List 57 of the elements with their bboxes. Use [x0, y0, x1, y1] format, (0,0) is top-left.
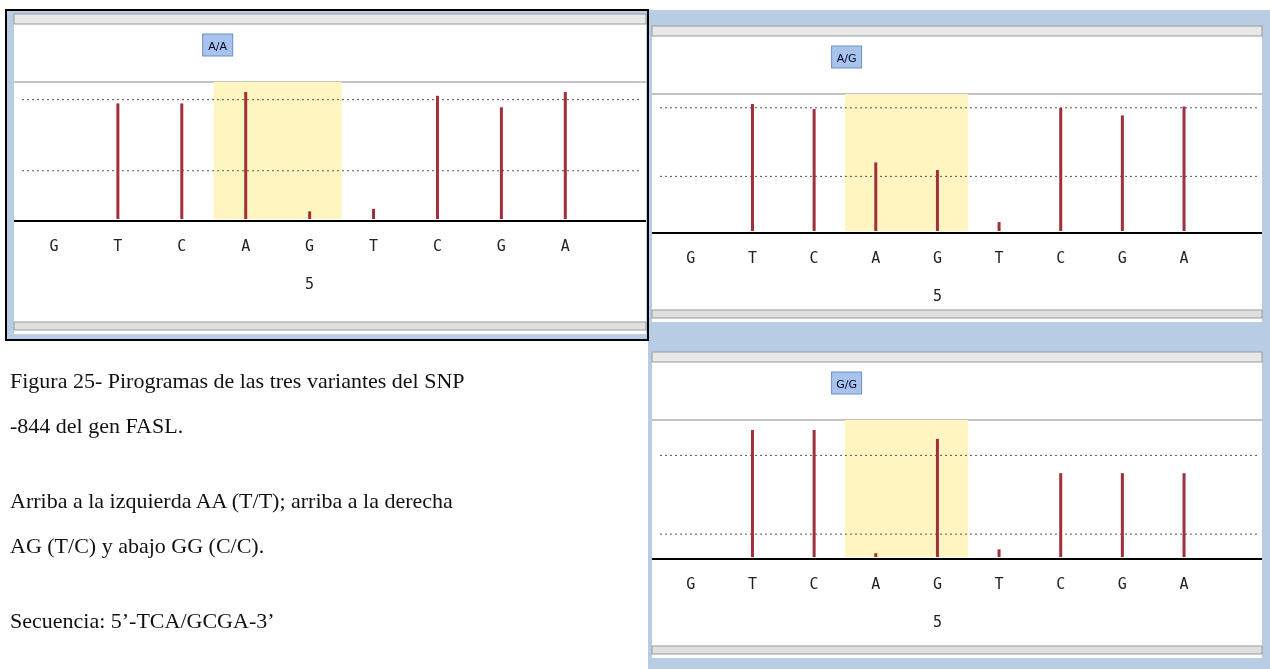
bar: [1059, 107, 1063, 231]
x-tick-label: A: [560, 237, 570, 255]
category-label: G 5: [932, 575, 942, 631]
text: Secuencia: 5’-TCA/GCGA-3’: [10, 608, 275, 633]
text: Figura 25- Pirogramas de las tres variantes del SNP -844 del gen FASL.: [10, 368, 465, 438]
bar: [997, 222, 1001, 231]
x-tick-label: A: [871, 575, 881, 593]
x-tick-label: T: [994, 575, 1004, 593]
bar: [1120, 473, 1124, 557]
bar: [750, 430, 754, 557]
bar: [563, 92, 567, 219]
x-tick-label: T: [747, 575, 757, 593]
category-label: G 5: [305, 237, 315, 293]
x-tick-label: G: [686, 575, 696, 593]
text: A/G: [836, 52, 857, 65]
bar: [116, 103, 120, 219]
text: A/A: [208, 40, 228, 53]
x-tick-label: T: [994, 249, 1004, 267]
bar: [812, 430, 816, 557]
bar: [244, 92, 248, 219]
bar: [812, 109, 816, 231]
bar: [1182, 106, 1186, 231]
text: Arriba a la izquierda AA (T/T); arriba a la derecha AG (T/C) y abajo GG (C/C).: [10, 488, 454, 558]
bar: [935, 170, 939, 231]
x-tick-label: A: [241, 237, 251, 255]
bar: [935, 438, 939, 557]
x-tick-label: G: [1117, 249, 1127, 267]
bar: [997, 549, 1001, 557]
x-tick-label: G: [1117, 575, 1127, 593]
bar: [1182, 473, 1186, 557]
bar: [1059, 473, 1063, 557]
x-tick-label: G: [686, 249, 696, 267]
bar: [435, 95, 439, 219]
x-tick-label: T: [113, 237, 123, 255]
bar: [180, 103, 184, 219]
bar: [750, 104, 754, 231]
x-tick-label: T: [747, 249, 757, 267]
x-tick-label: C: [1056, 575, 1066, 593]
x-tick-label: A: [1179, 249, 1189, 267]
bar: [308, 211, 312, 219]
x-tick-label: C: [432, 237, 442, 255]
bar: [499, 107, 503, 219]
x-tick-label: T: [369, 237, 379, 255]
category-label: G 5: [932, 249, 942, 305]
bar: [372, 208, 376, 219]
text: G/G: [836, 378, 857, 391]
bar: [874, 553, 878, 557]
x-tick-label: G: [496, 237, 506, 255]
bar: [1120, 115, 1124, 231]
x-tick-label: A: [1179, 575, 1189, 593]
bar: [874, 162, 878, 231]
x-tick-label: C: [177, 237, 187, 255]
x-tick-label: G: [49, 237, 59, 255]
x-tick-label: C: [809, 249, 819, 267]
x-tick-label: C: [1056, 249, 1066, 267]
x-tick-label: A: [871, 249, 881, 267]
x-tick-label: C: [809, 575, 819, 593]
